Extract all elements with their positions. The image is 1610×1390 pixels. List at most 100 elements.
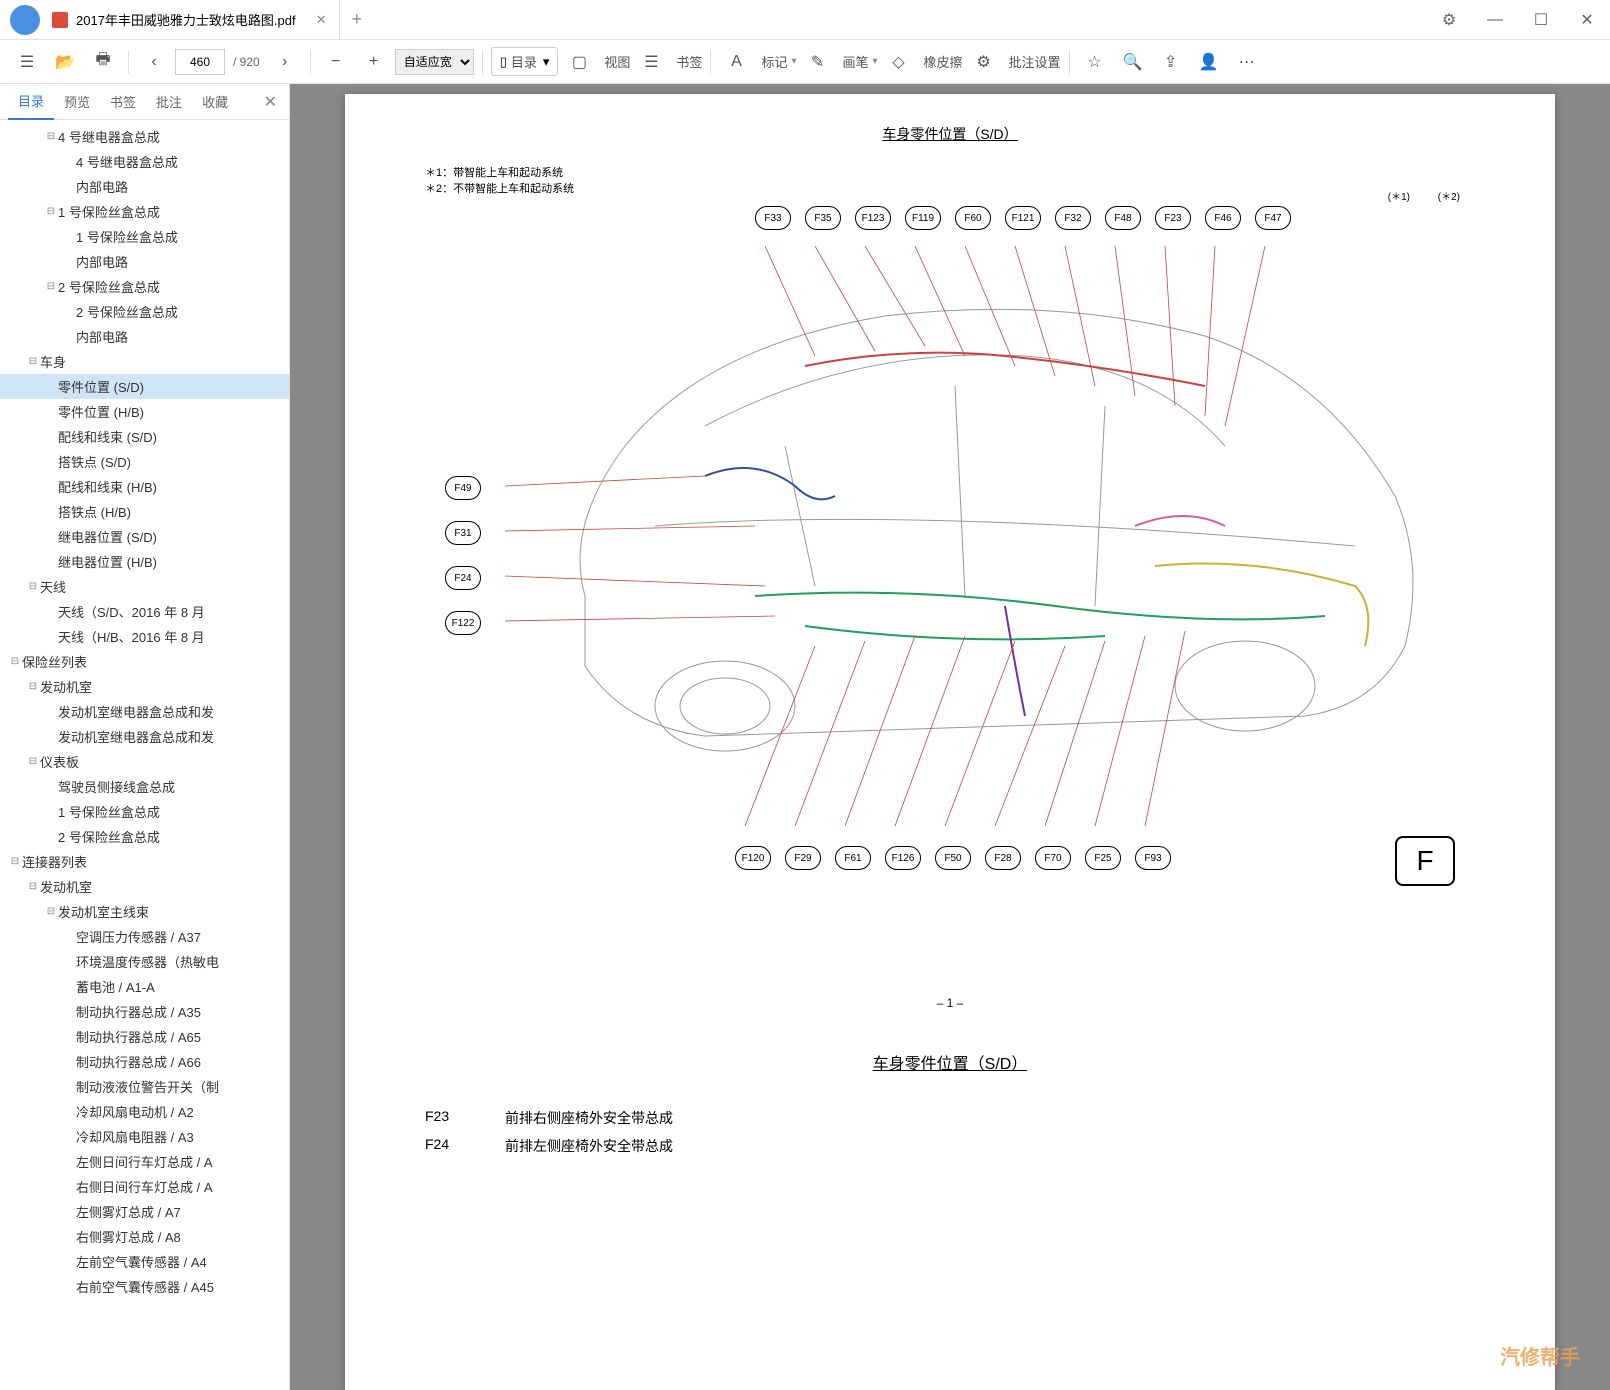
tree-item[interactable]: 左前空气囊传感器 / A4 <box>0 1249 289 1274</box>
pen-label[interactable]: 画笔 <box>842 52 868 71</box>
tree-item[interactable]: 左侧雾灯总成 / A7 <box>0 1199 289 1224</box>
tree-item[interactable]: ⊟1 号保险丝盒总成 <box>0 199 289 224</box>
tree-item[interactable]: ⊟仪表板 <box>0 749 289 774</box>
tree-item[interactable]: 天线（H/B、2016 年 8 月 <box>0 624 289 649</box>
document-tab[interactable]: 2017年丰田威驰雅力士致炫电路图.pdf ✕ <box>40 1 340 39</box>
star-icon[interactable]: ☆ <box>1078 45 1112 79</box>
tree-item[interactable]: 环境温度传感器（热敏电 <box>0 949 289 974</box>
tree-item[interactable]: 配线和线束 (H/B) <box>0 474 289 499</box>
tab-close-icon[interactable]: ✕ <box>316 12 327 28</box>
tree-item[interactable]: ⊟连接器列表 <box>0 849 289 874</box>
more-icon[interactable]: ⋯ <box>1230 45 1264 79</box>
prev-page-icon[interactable]: ‹ <box>137 45 171 79</box>
outline-tree[interactable]: ⊟4 号继电器盒总成4 号继电器盒总成内部电路⊟1 号保险丝盒总成1 号保险丝盒… <box>0 120 289 1390</box>
tree-item[interactable]: 制动执行器总成 / A35 <box>0 999 289 1024</box>
view-icon[interactable]: ▢ <box>562 45 596 79</box>
tree-item[interactable]: 搭铁点 (S/D) <box>0 449 289 474</box>
tree-item[interactable]: ⊟发动机室 <box>0 674 289 699</box>
tree-item[interactable]: ⊟发动机室主线束 <box>0 899 289 924</box>
close-button[interactable]: ✕ <box>1564 0 1610 40</box>
tree-item[interactable]: 蓄电池 / A1-A <box>0 974 289 999</box>
tree-toggle-icon[interactable]: ⊟ <box>26 681 40 692</box>
print-icon[interactable]: 🖶 <box>86 45 120 79</box>
tree-toggle-icon[interactable]: ⊟ <box>26 756 40 767</box>
tree-item[interactable]: 继电器位置 (S/D) <box>0 524 289 549</box>
tree-item[interactable]: ⊟2 号保险丝盒总成 <box>0 274 289 299</box>
settings-icon[interactable]: ⚙ <box>1426 0 1472 40</box>
tree-item[interactable]: 内部电路 <box>0 174 289 199</box>
tree-item[interactable]: 配线和线束 (S/D) <box>0 424 289 449</box>
tree-item[interactable]: 驾驶员侧接线盒总成 <box>0 774 289 799</box>
tree-toggle-icon[interactable]: ⊟ <box>44 281 58 292</box>
tree-toggle-icon[interactable]: ⊟ <box>44 206 58 217</box>
open-icon[interactable]: 📂 <box>48 45 82 79</box>
view-label[interactable]: 视图 <box>604 52 630 71</box>
bookmark-icon[interactable]: ☰ <box>634 45 668 79</box>
tree-item[interactable]: 左侧日间行车灯总成 / A <box>0 1149 289 1174</box>
tree-item[interactable]: 零件位置 (H/B) <box>0 399 289 424</box>
sidebar-tab-2[interactable]: 书签 <box>100 84 146 119</box>
tree-toggle-icon[interactable]: ⊟ <box>26 356 40 367</box>
sidebar-tab-0[interactable]: 目录 <box>8 83 54 120</box>
minimize-button[interactable]: — <box>1472 0 1518 40</box>
tree-item[interactable]: 右侧日间行车灯总成 / A <box>0 1174 289 1199</box>
tree-item[interactable]: 发动机室继电器盒总成和发 <box>0 724 289 749</box>
zoom-in-icon[interactable]: + <box>357 45 391 79</box>
tree-item[interactable]: 发动机室继电器盒总成和发 <box>0 699 289 724</box>
tree-toggle-icon[interactable]: ⊟ <box>44 131 58 142</box>
sidebar-tab-3[interactable]: 批注 <box>146 84 192 119</box>
share-icon[interactable]: ⇪ <box>1154 45 1188 79</box>
pen-icon[interactable]: ✎ <box>800 45 834 79</box>
tree-item[interactable]: 2 号保险丝盒总成 <box>0 824 289 849</box>
eraser-icon[interactable]: ◇ <box>882 45 916 79</box>
mark-icon[interactable]: A <box>719 45 753 79</box>
tree-item[interactable]: 冷却风扇电阻器 / A3 <box>0 1124 289 1149</box>
new-tab-button[interactable]: + <box>340 9 375 30</box>
content-area[interactable]: 车身零件位置（S/D） ＊1：带智能上车和起动系统 ＊2：不带智能上车和起动系统… <box>290 84 1610 1390</box>
tree-item[interactable]: 搭铁点 (H/B) <box>0 499 289 524</box>
next-page-icon[interactable]: › <box>268 45 302 79</box>
tree-item[interactable]: ⊟保险丝列表 <box>0 649 289 674</box>
tree-toggle-icon[interactable]: ⊟ <box>26 581 40 592</box>
annotate-icon[interactable]: ⚙ <box>967 45 1001 79</box>
page-input[interactable] <box>175 49 225 75</box>
tree-item[interactable]: 2 号保险丝盒总成 <box>0 299 289 324</box>
eraser-label[interactable]: 橡皮擦 <box>924 52 963 71</box>
bookmark-label[interactable]: 书签 <box>676 52 702 71</box>
tree-item[interactable]: 天线（S/D、2016 年 8 月 <box>0 599 289 624</box>
tree-item[interactable]: ⊟发动机室 <box>0 874 289 899</box>
tree-item[interactable]: ⊟车身 <box>0 349 289 374</box>
tree-item[interactable]: 内部电路 <box>0 249 289 274</box>
tree-item[interactable]: ⊟4 号继电器盒总成 <box>0 124 289 149</box>
tree-toggle-icon[interactable]: ⊟ <box>8 656 22 667</box>
zoom-select[interactable]: 自适应宽 <box>395 49 474 75</box>
tree-item[interactable]: 制动执行器总成 / A66 <box>0 1049 289 1074</box>
tree-item[interactable]: 内部电路 <box>0 324 289 349</box>
zoom-out-icon[interactable]: − <box>319 45 353 79</box>
tree-toggle-icon[interactable]: ⊟ <box>44 906 58 917</box>
user-icon[interactable]: 👤 <box>1192 45 1226 79</box>
maximize-button[interactable]: ☐ <box>1518 0 1564 40</box>
outline-button[interactable]: ▯目录▾ <box>491 47 559 76</box>
sidebar-close-icon[interactable]: ✕ <box>260 88 281 116</box>
mark-label[interactable]: 标记 <box>761 52 787 71</box>
tree-item[interactable]: 制动执行器总成 / A65 <box>0 1024 289 1049</box>
tree-item[interactable]: 空调压力传感器 / A37 <box>0 924 289 949</box>
tree-item[interactable]: 制动液液位警告开关（制 <box>0 1074 289 1099</box>
tree-item[interactable]: 右前空气囊传感器 / A45 <box>0 1274 289 1299</box>
tree-item[interactable]: 1 号保险丝盒总成 <box>0 224 289 249</box>
annotate-label[interactable]: 批注设置 <box>1009 52 1061 71</box>
search-icon[interactable]: 🔍 <box>1116 45 1150 79</box>
tree-item[interactable]: 继电器位置 (H/B) <box>0 549 289 574</box>
sidebar-tab-4[interactable]: 收藏 <box>192 84 238 119</box>
tree-toggle-icon[interactable]: ⊟ <box>26 881 40 892</box>
sidebar-tab-1[interactable]: 预览 <box>54 84 100 119</box>
tree-item[interactable]: 4 号继电器盒总成 <box>0 149 289 174</box>
tree-item[interactable]: 1 号保险丝盒总成 <box>0 799 289 824</box>
tree-item[interactable]: 冷却风扇电动机 / A2 <box>0 1099 289 1124</box>
sidebar-toggle-icon[interactable]: ☰ <box>10 45 44 79</box>
tree-item[interactable]: 零件位置 (S/D) <box>0 374 289 399</box>
tree-toggle-icon[interactable]: ⊟ <box>8 856 22 867</box>
tree-item[interactable]: 右侧雾灯总成 / A8 <box>0 1224 289 1249</box>
tree-item[interactable]: ⊟天线 <box>0 574 289 599</box>
